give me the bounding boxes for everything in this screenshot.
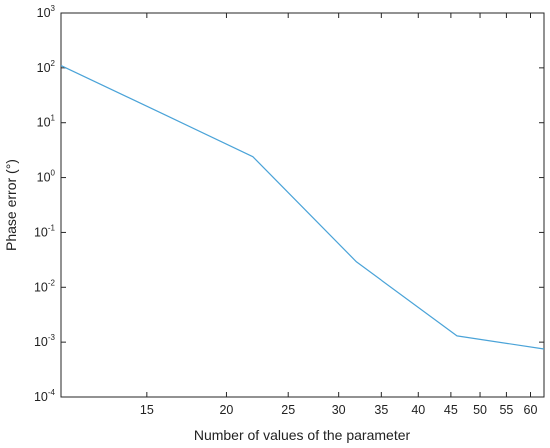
y-tick-label: 10-3 xyxy=(34,333,56,349)
x-tick-label: 30 xyxy=(332,403,346,417)
y-tick-exponent: -1 xyxy=(48,223,56,232)
y-tick-label: 10-4 xyxy=(34,388,56,404)
ticks-layer: 15 20 25 30 35 40 45 50 55 6010-410-310-210-11001… xyxy=(34,4,544,417)
x-axis-label: Number of values of the parameter xyxy=(194,427,411,443)
x-tick-label: 25 xyxy=(281,403,295,417)
y-tick-label: 100 xyxy=(37,169,56,185)
x-tick-label: 50 xyxy=(473,403,487,417)
y-tick-label: 101 xyxy=(37,114,56,130)
y-tick-exponent: 1 xyxy=(51,114,56,123)
y-tick-base: 10 xyxy=(37,171,51,185)
y-tick-base: 10 xyxy=(34,225,48,239)
plot-area xyxy=(60,12,545,398)
y-tick-exponent: -3 xyxy=(48,333,56,342)
y-tick-base: 10 xyxy=(37,61,51,75)
y-tick-exponent: -2 xyxy=(48,278,56,287)
y-tick-label: 10-2 xyxy=(34,278,56,294)
y-tick-exponent: 0 xyxy=(51,169,56,178)
x-tick-label: 20 xyxy=(219,403,233,417)
y-tick-exponent: 3 xyxy=(51,4,56,13)
x-tick-label: 40 xyxy=(411,403,425,417)
y-tick-exponent: 2 xyxy=(51,59,56,68)
y-tick-exponent: -4 xyxy=(48,388,56,397)
series-line xyxy=(60,65,545,350)
x-tick-label: 45 xyxy=(444,403,458,417)
x-tick-label: 60 xyxy=(524,403,538,417)
y-tick-base: 10 xyxy=(34,390,48,404)
x-tick-label: 35 xyxy=(374,403,388,417)
x-tick-label: 15 xyxy=(140,403,154,417)
series-layer xyxy=(60,65,545,350)
y-tick-base: 10 xyxy=(34,280,48,294)
y-tick-label: 102 xyxy=(37,59,56,75)
y-tick-label: 10-1 xyxy=(34,223,56,239)
y-tick-base: 10 xyxy=(34,335,48,349)
y-tick-base: 10 xyxy=(37,6,51,20)
x-tick-label: 55 xyxy=(499,403,513,417)
y-tick-base: 10 xyxy=(37,116,51,130)
y-axis-label: Phase error (°) xyxy=(3,159,19,251)
y-tick-label: 103 xyxy=(37,4,56,20)
